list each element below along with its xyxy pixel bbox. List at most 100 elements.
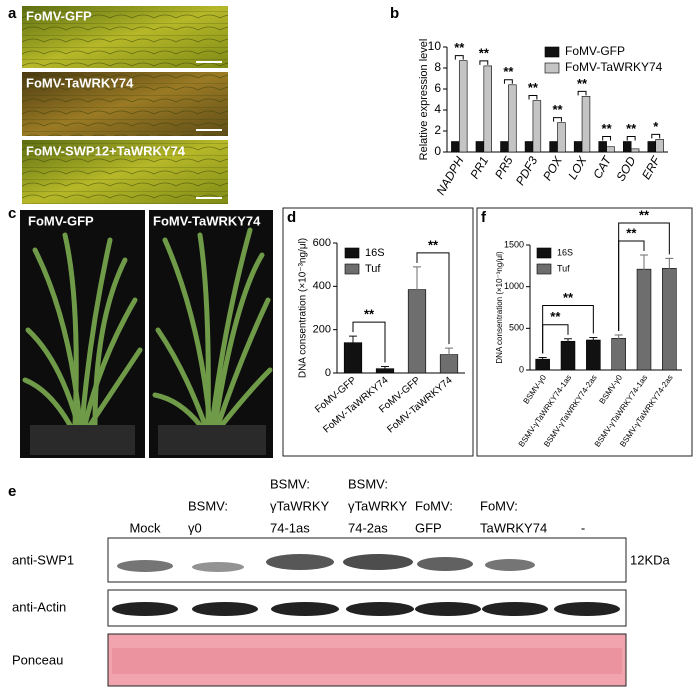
significance-label: ** <box>626 121 637 136</box>
y-tick-label: 200 <box>313 324 331 336</box>
bar <box>508 84 517 153</box>
significance-bracket <box>528 95 538 100</box>
y-tick-label: 0 <box>434 144 441 158</box>
significance-label: ** <box>503 64 514 79</box>
bar <box>581 96 591 153</box>
legend-swatch <box>344 247 360 259</box>
bar <box>532 100 542 153</box>
lane-label: BSMV: <box>270 476 310 491</box>
significance-bracket <box>626 136 636 141</box>
error-bar <box>614 334 623 343</box>
bar <box>549 141 558 153</box>
y-tick-label: 1000 <box>504 281 524 291</box>
bar <box>560 340 576 371</box>
significance-bracket <box>503 79 513 84</box>
x-tick-label: BSMV-γTaWRKY74-2as <box>618 373 675 448</box>
panel-letter: b <box>390 5 399 22</box>
image-label: FoMV-GFP <box>26 8 92 23</box>
plant-leaves <box>22 227 273 428</box>
x-tick-label: PR5 <box>492 154 516 181</box>
x-tick-label: BSMV-γ0 <box>522 373 549 406</box>
bar <box>636 268 652 371</box>
significance-bracket <box>553 117 562 122</box>
panel-letter: e <box>8 483 16 500</box>
error-bar <box>640 254 648 284</box>
error-bar <box>445 347 453 362</box>
y-tick-label: 8 <box>434 60 441 74</box>
lane-label: TaWRKY74 <box>480 520 547 535</box>
significance-label: ** <box>626 225 637 240</box>
image-label: FoMV-TaWRKY74 <box>26 75 134 90</box>
lane-label: FoMV: <box>415 498 453 513</box>
legend-label: 16S <box>557 247 573 257</box>
bar <box>475 141 485 153</box>
legend-label: 16S <box>365 247 385 259</box>
y-tick-label: 600 <box>313 237 331 249</box>
lane-label: FoMV: <box>480 498 518 513</box>
bar <box>586 339 601 371</box>
significance-bracket <box>352 321 386 363</box>
panel-e: e anti-SWP1 anti-Actin Ponceau 12KDa <box>8 483 671 687</box>
y-tick-label: 6 <box>434 81 441 95</box>
x-tick-label: SOD <box>613 154 638 184</box>
bar <box>500 141 509 153</box>
significance-label: ** <box>550 309 561 324</box>
significance-bracket <box>602 136 612 141</box>
legend-label: Tuf <box>557 263 570 273</box>
significance-bracket <box>577 90 587 96</box>
bar <box>655 139 664 153</box>
x-tick-label: LOX <box>565 153 590 182</box>
error-bar <box>538 357 547 362</box>
legend-label: Tuf <box>365 263 381 275</box>
panel-a: a FoMV-GFP FoMV-TaWRKY74 FoMV-SWP12+TaWR… <box>8 5 228 204</box>
lane-label: BSMV: <box>188 498 228 513</box>
legend-label: FoMV-TaWRKY74 <box>565 60 663 74</box>
x-tick-label: BSMV-γTaWRKY74-2as <box>542 373 599 448</box>
y-axis-label: DNA consentration (×10⁻³ng/μl) <box>495 251 504 364</box>
significance-label: ** <box>428 237 439 252</box>
bar <box>623 141 632 153</box>
micrograph-texture <box>22 6 228 68</box>
blot-bands <box>112 602 620 616</box>
y-tick-label: 1500 <box>504 239 524 249</box>
x-tick-label: ERF <box>639 154 663 182</box>
error-bar <box>589 337 598 343</box>
bar <box>647 141 657 153</box>
error-bar <box>381 366 389 372</box>
significance-label: ** <box>479 45 490 60</box>
panel-letter: d <box>287 209 296 226</box>
y-tick-label: 0 <box>519 364 524 374</box>
significance-label: ** <box>639 207 650 222</box>
significance-label: ** <box>364 307 375 322</box>
significance-bracket <box>651 133 661 139</box>
significance-label: * <box>653 119 659 134</box>
significance-bracket <box>542 305 594 354</box>
x-tick-label: CAT <box>590 153 615 181</box>
micrograph-texture <box>22 140 228 204</box>
bar <box>557 122 566 153</box>
pot <box>158 425 266 455</box>
image-label: FoMV-GFP <box>28 213 94 228</box>
bar <box>606 146 615 153</box>
significance-label: ** <box>454 40 465 55</box>
y-axis-label: DNA consentration (×10⁻³ng/μl) <box>298 238 309 378</box>
panel-frame <box>282 207 474 457</box>
legend-swatch <box>344 263 360 275</box>
x-tick-label: BSMV-γ0 <box>598 373 625 406</box>
significance-bracket <box>454 55 464 60</box>
bar <box>662 268 677 371</box>
significance-label: ** <box>528 80 539 95</box>
row-label: Ponceau <box>12 652 63 667</box>
lane-label: 74-1as <box>270 520 310 535</box>
panel-letter: c <box>8 205 16 222</box>
row-label: anti-Actin <box>12 599 66 614</box>
blot-bands <box>117 554 535 572</box>
micrograph-texture <box>22 72 228 136</box>
significance-label: ** <box>563 290 574 305</box>
significance-label: ** <box>602 121 613 136</box>
lane-label: Mock <box>129 520 161 535</box>
x-tick-label: PDF3 <box>513 154 541 188</box>
legend-swatch <box>536 247 552 259</box>
y-tick-label: 400 <box>313 280 331 292</box>
